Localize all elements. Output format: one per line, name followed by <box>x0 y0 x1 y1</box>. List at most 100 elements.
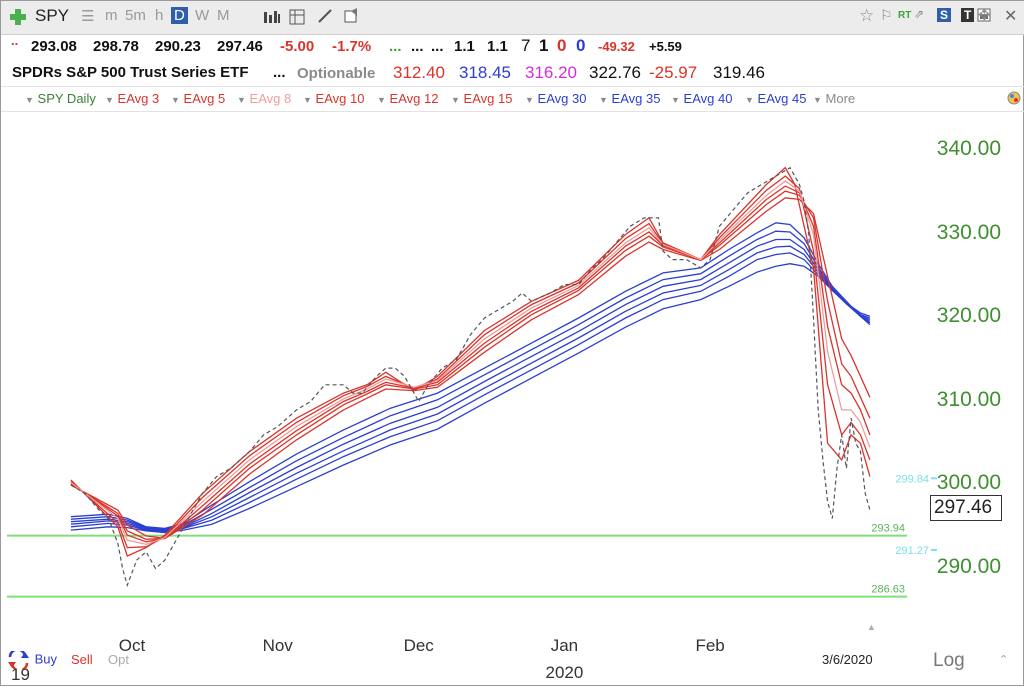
blue-ema-line-0 <box>70 222 871 530</box>
rt-label[interactable]: RT <box>898 10 912 21</box>
red-ema-line-0 <box>70 166 871 557</box>
study-eavg-15[interactable]: ▼ EAvg 15 <box>447 91 512 106</box>
optionable-label: Optionable <box>297 65 376 82</box>
x-tick-label-2: Nov <box>263 636 294 655</box>
sell-button[interactable]: Sell <box>71 652 93 667</box>
study-spy-daily[interactable]: ▼ SPY Daily <box>21 91 96 106</box>
quote-value-1: 1.1 <box>454 38 475 55</box>
security-name: SPDRs S&P 500 Trust Series ETF <box>12 64 249 81</box>
draw-icon[interactable] <box>317 8 333 29</box>
toolbar: SPY ☰ m 5m h D W M ☆ ⚐ RT ⇗ S T ✥ ✕ <box>1 1 1024 35</box>
cyan-price-label-1: 291.27 <box>895 545 929 557</box>
dropdown-icon: ▼ <box>25 95 34 105</box>
more-studies[interactable]: ▼ More <box>809 91 855 106</box>
study-eavg-40[interactable]: ▼ EAvg 40 <box>667 91 732 106</box>
buy-sell-icon <box>8 648 29 672</box>
symbol-label[interactable]: SPY <box>35 6 70 25</box>
y-tick-label: 330.00 <box>936 220 1001 244</box>
study-label: EAvg 3 <box>117 91 160 106</box>
study-eavg-3[interactable]: ▼ EAvg 3 <box>101 91 159 106</box>
study-label: EAvg 10 <box>315 91 365 106</box>
interval-week[interactable]: W <box>195 7 210 24</box>
note-icon[interactable] <box>343 8 359 29</box>
pink-ema-line-0 <box>70 180 871 545</box>
y-tick-label: 290.00 <box>936 554 1001 578</box>
move-icon[interactable]: ✥ <box>978 7 991 24</box>
red-ema-line-1 <box>70 175 871 549</box>
interval-day[interactable]: D <box>171 7 188 24</box>
scroll-right-arrow-icon[interactable]: ▲ <box>867 622 876 632</box>
dropdown-icon: ▼ <box>237 95 246 105</box>
studies-legend: ▼ SPY Daily ▼ EAvg 3 ▼ EAvg 5 ▼ EAvg 8 ▼… <box>1 86 1024 112</box>
flag-icon[interactable]: ⚐ <box>880 7 893 23</box>
study-label: EAvg 30 <box>537 91 587 106</box>
study-eavg-30[interactable]: ▼ EAvg 30 <box>521 91 586 106</box>
quote-dots-3: ... <box>431 38 444 55</box>
dropdown-icon: ▼ <box>303 95 312 105</box>
dropdown-icon: ▼ <box>377 95 386 105</box>
interval-5-minute[interactable]: 5m <box>125 7 146 24</box>
close-icon[interactable]: ✕ <box>1004 8 1018 25</box>
y-tick-label: 300.00 <box>936 471 1001 494</box>
quote-value-2: 1.1 <box>487 38 508 55</box>
study-eavg-45[interactable]: ▼ EAvg 45 <box>741 91 806 106</box>
name-value-2: 318.45 <box>459 63 511 82</box>
dropdown-icon: ▼ <box>671 95 680 105</box>
study-eavg-10[interactable]: ▼ EAvg 10 <box>299 91 364 106</box>
study-eavg-8[interactable]: ▼ EAvg 8 <box>233 91 291 106</box>
quote-row: .. 293.08 298.78 290.23 297.46 -5.00 -1.… <box>1 33 1024 60</box>
dropdown-icon: ▼ <box>451 95 460 105</box>
quote-value-5: 0 <box>557 36 567 55</box>
interval-month[interactable]: M <box>217 7 230 24</box>
last-price-box: 297.46 <box>930 495 1002 521</box>
red-ema-line-3 <box>70 190 871 540</box>
opt-button[interactable]: Opt <box>108 652 129 667</box>
dropdown-icon: ▼ <box>525 95 534 105</box>
quote-change: -5.00 <box>280 38 315 55</box>
study-eavg-5[interactable]: ▼ EAvg 5 <box>167 91 225 106</box>
study-label: EAvg 5 <box>183 91 226 106</box>
add-study-icon[interactable] <box>289 9 307 30</box>
name-value-3: 316.20 <box>525 63 577 82</box>
red-ema-line-4 <box>70 197 871 540</box>
blue-ema-line-4 <box>70 252 871 533</box>
x-tick-label-4: Jan <box>551 636 578 655</box>
name-value-5: -25.97 <box>649 63 698 82</box>
buy-label: Buy <box>34 651 58 667</box>
study-eavg-35[interactable]: ▼ EAvg 35 <box>595 91 660 106</box>
rt-arrow-icon: ⇗ <box>914 7 925 21</box>
price-line <box>70 166 871 588</box>
menu-icon[interactable]: ☰ <box>81 8 95 25</box>
collapse-chevron-icon[interactable]: ⌃ <box>999 654 1009 666</box>
t-button[interactable]: T <box>961 8 975 22</box>
add-symbol-icon[interactable] <box>9 8 27 26</box>
s-button[interactable]: S <box>937 8 952 22</box>
support-line-label-1: 286.63 <box>871 584 905 596</box>
y-tick-label: 310.00 <box>936 387 1001 411</box>
quote-value-8: +5.59 <box>649 39 682 54</box>
buy-button[interactable]: Buy <box>7 648 58 672</box>
dropdown-icon: ▼ <box>745 95 754 105</box>
study-label: EAvg 45 <box>757 91 807 106</box>
study-eavg-12[interactable]: ▼ EAvg 12 <box>373 91 438 106</box>
star-icon[interactable]: ☆ <box>859 6 875 25</box>
quote-value-3: 7 <box>521 36 531 55</box>
interval-minute[interactable]: m <box>105 7 118 24</box>
study-label: EAvg 8 <box>249 91 292 106</box>
x-tick-label-6: Feb <box>695 636 724 655</box>
name-value-4: 322.76 <box>589 63 641 82</box>
blue-ema-line-2 <box>70 238 871 531</box>
log-button[interactable]: Log <box>933 650 965 671</box>
security-name-row: SPDRs S&P 500 Trust Series ETF ... Optio… <box>1 60 1024 86</box>
quote-open: 293.08 <box>31 38 77 55</box>
bar-style-icon[interactable] <box>263 10 281 29</box>
study-label: EAvg 35 <box>611 91 661 106</box>
window-minimize-icon[interactable] <box>977 7 991 28</box>
globe-icon[interactable] <box>1007 91 1021 110</box>
interval-hour[interactable]: h <box>155 7 164 24</box>
y-tick-label: 320.00 <box>936 304 1001 327</box>
y-tick-label: 340.00 <box>936 137 1001 160</box>
dropdown-icon: ▼ <box>171 95 180 105</box>
